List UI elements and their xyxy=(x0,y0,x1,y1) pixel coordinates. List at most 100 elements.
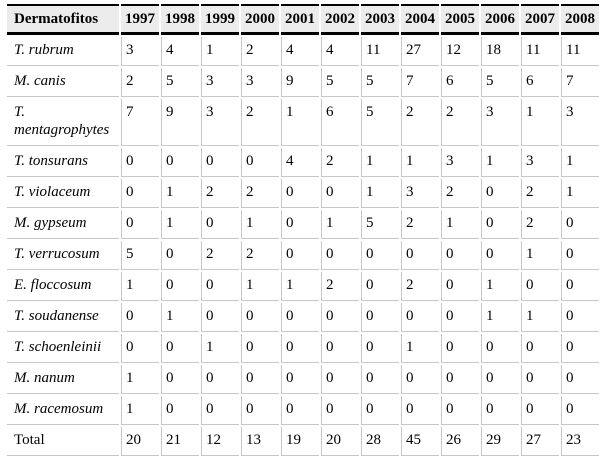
value-cell: 1 xyxy=(521,99,559,146)
row-label: E. floccosum xyxy=(7,272,119,301)
value-cell: 1 xyxy=(161,303,199,332)
value-cell: 0 xyxy=(241,365,279,394)
value-cell: 1 xyxy=(121,365,159,394)
value-cell: 0 xyxy=(321,179,359,208)
value-cell: 0 xyxy=(161,148,199,177)
value-cell: 26 xyxy=(441,427,479,456)
value-cell: 13 xyxy=(241,427,279,456)
value-cell: 2 xyxy=(401,272,439,301)
year-column-header-1997: 1997 xyxy=(121,4,159,35)
value-cell: 2 xyxy=(321,148,359,177)
value-cell: 0 xyxy=(121,179,159,208)
table-row-t-tonsurans: T. tonsurans 0 0 0 0 4 2 1 1 3 1 3 1 xyxy=(7,148,599,177)
table-row-t-mentagrophytes: T. mentagrophytes 7 9 3 2 1 6 5 2 2 3 1 3 xyxy=(7,99,599,146)
row-label: M. racemosum xyxy=(7,396,119,425)
value-cell: 3 xyxy=(521,148,559,177)
value-cell: 0 xyxy=(161,241,199,270)
value-cell: 0 xyxy=(281,365,319,394)
table-row-m-nanum: M. nanum 1 0 0 0 0 0 0 0 0 0 0 0 xyxy=(7,365,599,394)
value-cell: 2 xyxy=(241,37,279,66)
value-cell: 0 xyxy=(521,334,559,363)
row-label: M. gypseum xyxy=(7,210,119,239)
value-cell: 12 xyxy=(441,37,479,66)
value-cell: 0 xyxy=(561,365,599,394)
value-cell: 4 xyxy=(321,37,359,66)
value-cell: 0 xyxy=(561,210,599,239)
value-cell: 2 xyxy=(241,99,279,146)
value-cell: 0 xyxy=(561,303,599,332)
year-column-header-2000: 2000 xyxy=(241,4,279,35)
value-cell: 1 xyxy=(281,272,319,301)
table-row-e-floccosum: E. floccosum 1 0 0 1 1 2 0 2 0 1 0 0 xyxy=(7,272,599,301)
value-cell: 28 xyxy=(361,427,399,456)
value-cell: 2 xyxy=(521,179,559,208)
value-cell: 1 xyxy=(561,179,599,208)
value-cell: 0 xyxy=(361,396,399,425)
table-body: T. rubrum 3 4 1 2 4 4 11 27 12 18 11 11 M. canis 2 5 3 3 9… xyxy=(7,37,599,456)
row-label: M. canis xyxy=(7,68,119,97)
value-cell: 0 xyxy=(161,334,199,363)
value-cell: 2 xyxy=(121,68,159,97)
value-cell: 2 xyxy=(441,99,479,146)
value-cell: 1 xyxy=(401,334,439,363)
table-row-t-rubrum: T. rubrum 3 4 1 2 4 4 11 27 12 18 11 11 xyxy=(7,37,599,66)
value-cell: 0 xyxy=(201,365,239,394)
row-label: T. rubrum xyxy=(7,37,119,66)
value-cell: 0 xyxy=(441,396,479,425)
table-header-row: Dermatofitos 1997 1998 1999 2000 2001 2002 2003… xyxy=(7,4,599,35)
value-cell: 0 xyxy=(521,365,559,394)
value-cell: 0 xyxy=(121,334,159,363)
value-cell: 11 xyxy=(521,37,559,66)
row-label-column-header: Dermatofitos xyxy=(7,4,119,35)
row-label: T. schoenleinii xyxy=(7,334,119,363)
value-cell: 2 xyxy=(521,210,559,239)
value-cell: 0 xyxy=(201,210,239,239)
value-cell: 7 xyxy=(561,68,599,97)
value-cell: 0 xyxy=(401,303,439,332)
value-cell: 2 xyxy=(201,241,239,270)
value-cell: 1 xyxy=(121,396,159,425)
row-label: T. mentagrophytes xyxy=(7,99,119,146)
value-cell: 1 xyxy=(361,148,399,177)
value-cell: 0 xyxy=(561,241,599,270)
value-cell: 0 xyxy=(561,396,599,425)
row-label: T. verrucosum xyxy=(7,241,119,270)
value-cell: 3 xyxy=(121,37,159,66)
value-cell: 3 xyxy=(561,99,599,146)
value-cell: 0 xyxy=(321,365,359,394)
value-cell: 5 xyxy=(361,210,399,239)
dermatophytes-by-year-table: Dermatofitos 1997 1998 1999 2000 2001 2002 2003… xyxy=(5,2,601,458)
value-cell: 0 xyxy=(321,241,359,270)
row-label: T. soudanense xyxy=(7,303,119,332)
value-cell: 29 xyxy=(481,427,519,456)
value-cell: 1 xyxy=(241,272,279,301)
table-row-t-violaceum: T. violaceum 0 1 2 2 0 0 1 3 2 0 2 1 xyxy=(7,179,599,208)
value-cell: 7 xyxy=(121,99,159,146)
value-cell: 0 xyxy=(481,365,519,394)
value-cell: 0 xyxy=(281,334,319,363)
value-cell: 0 xyxy=(321,334,359,363)
value-cell: 0 xyxy=(241,303,279,332)
value-cell: 0 xyxy=(481,241,519,270)
value-cell: 1 xyxy=(561,148,599,177)
table-row-t-verrucosum: T. verrucosum 5 0 2 2 0 0 0 0 0 0 1 0 xyxy=(7,241,599,270)
value-cell: 2 xyxy=(401,210,439,239)
value-cell: 0 xyxy=(441,334,479,363)
value-cell: 11 xyxy=(361,37,399,66)
value-cell: 1 xyxy=(361,179,399,208)
value-cell: 3 xyxy=(241,68,279,97)
year-column-header-2008: 2008 xyxy=(561,4,599,35)
value-cell: 45 xyxy=(401,427,439,456)
value-cell: 0 xyxy=(561,272,599,301)
value-cell: 0 xyxy=(121,210,159,239)
year-column-header-2007: 2007 xyxy=(521,4,559,35)
value-cell: 20 xyxy=(121,427,159,456)
value-cell: 0 xyxy=(201,303,239,332)
value-cell: 0 xyxy=(241,334,279,363)
value-cell: 1 xyxy=(201,334,239,363)
value-cell: 6 xyxy=(521,68,559,97)
value-cell: 2 xyxy=(241,241,279,270)
value-cell: 3 xyxy=(201,68,239,97)
table-row-m-racemosum: M. racemosum 1 0 0 0 0 0 0 0 0 0 0 0 xyxy=(7,396,599,425)
